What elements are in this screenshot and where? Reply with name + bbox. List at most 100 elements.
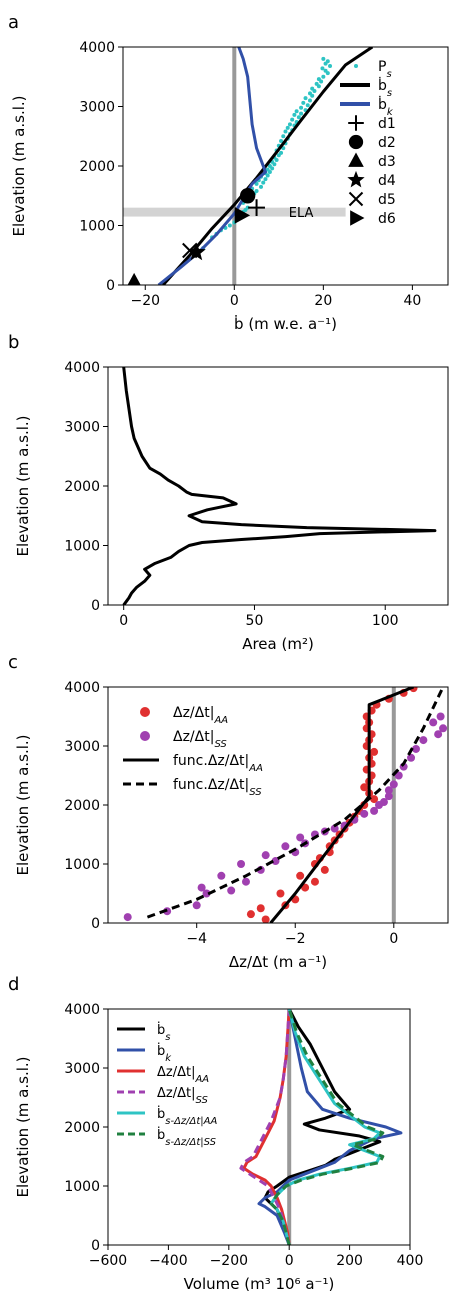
y-tick-label: 4000 xyxy=(64,680,100,696)
x-tick-label: 40 xyxy=(403,293,421,309)
y-tick-label: 2000 xyxy=(79,159,115,175)
axes-frame xyxy=(107,686,449,924)
legend-marker-d2 xyxy=(348,134,364,150)
legend-label: func.Δz/Δt|SS xyxy=(173,777,262,798)
x-tick-label: 100 xyxy=(372,613,399,629)
legend: Δz/Δt|AA Δz/Δt|SS func.Δz/Δt|AA func.Δz/Δt|… xyxy=(123,705,263,798)
series-line-1 xyxy=(157,47,267,285)
x-tick-label: 20 xyxy=(314,293,332,309)
ps-point xyxy=(265,167,270,172)
ps-point xyxy=(296,115,301,120)
y-tick-label: 0 xyxy=(106,278,115,294)
legend-label: ḃk xyxy=(378,96,394,118)
ps-point xyxy=(267,164,272,168)
scatter-point-aa xyxy=(360,783,369,792)
ps-point xyxy=(314,81,319,86)
x-tick-label: 0 xyxy=(119,613,128,629)
legend-label: d6 xyxy=(378,211,396,227)
plot-area xyxy=(239,1009,403,1245)
legend-point-swatch xyxy=(140,731,150,741)
y-tick-label: 3000 xyxy=(64,420,100,436)
scatter-point-ss xyxy=(217,871,226,880)
x-tick-label: −400 xyxy=(149,1253,187,1269)
panel-d: −600 −400 −200 0 200 40001000200030004000Volu… xyxy=(8,974,423,1293)
y-tick-label: 3000 xyxy=(64,739,100,755)
x-tick-label: −600 xyxy=(89,1253,127,1269)
ps-point xyxy=(310,86,315,91)
legend-label: ḃs xyxy=(378,77,392,99)
series-line-2 xyxy=(242,1009,291,1245)
scatter-point-ss xyxy=(330,824,339,833)
marker-d1 xyxy=(248,199,265,217)
legend-label: Δz/Δt|SS xyxy=(157,1086,208,1106)
y-tick-label: 1000 xyxy=(64,539,100,555)
y-axis-label: Elevation (m a.s.l.) xyxy=(14,734,32,875)
scatter-point-aa xyxy=(276,889,285,898)
scatter-point-ss xyxy=(436,712,445,721)
scatter-point-ss xyxy=(419,736,428,745)
legend-marker-d1 xyxy=(348,115,364,131)
legend-label: ḃs-Δz/Δt|AA xyxy=(157,1106,218,1127)
y-tick-label: 2000 xyxy=(64,479,100,495)
legend-label: Ps xyxy=(378,59,392,80)
y-tick-label: 0 xyxy=(91,598,100,614)
scatter-point-aa xyxy=(296,871,305,880)
scatter-point-ss xyxy=(261,851,270,860)
axes-frame xyxy=(107,366,449,606)
x-tick-label: −20 xyxy=(130,293,160,309)
ps-point xyxy=(279,139,284,144)
y-tick-label: 1000 xyxy=(64,1179,100,1195)
scatter-point-aa xyxy=(310,877,319,886)
y-axis-label: Elevation (m a.s.l.) xyxy=(14,1056,32,1197)
ps-point xyxy=(263,177,268,182)
ps-point xyxy=(285,125,290,130)
y-tick-label: 0 xyxy=(91,916,100,932)
scatter-point-ss xyxy=(296,833,305,842)
y-tick-label: 4000 xyxy=(79,40,115,56)
y-tick-label: 4000 xyxy=(64,1002,100,1018)
y-tick-label: 4000 xyxy=(64,360,100,376)
x-tick-label: 50 xyxy=(246,613,264,629)
scatter-point-ss xyxy=(271,857,280,866)
panel-a: ELA −20 0 20 40 0 1000 2000 3000 4000 ḃ (m w.e. a⁻… xyxy=(8,12,449,333)
ps-point xyxy=(287,122,292,127)
scatter-point-ss xyxy=(202,889,211,898)
x-tick-label: 200 xyxy=(336,1253,363,1269)
ps-point xyxy=(227,223,232,228)
ps-point xyxy=(290,117,295,122)
y-axis-label: Elevation (m a.s.l.) xyxy=(14,415,32,556)
scatter-point-ss xyxy=(434,730,443,739)
scatter-point-aa xyxy=(320,865,329,874)
legend-label: d5 xyxy=(378,192,396,208)
plot-area: ELA xyxy=(123,47,374,285)
marker-d3 xyxy=(127,272,141,285)
scatter-point-ss xyxy=(227,886,236,895)
scatter-point-ss xyxy=(197,883,206,892)
series-line-0 xyxy=(269,687,415,923)
scatter-point-ss xyxy=(384,792,393,801)
scatter-point-ss xyxy=(123,913,132,922)
panel-c: −4 −2 0 0 1000 2000 3000 4000 Δz/Δt (m a⁻¹) Eleva… xyxy=(8,652,449,971)
legend-label: ḃs xyxy=(157,1022,170,1043)
scatter-point-ss xyxy=(192,901,201,910)
marker-d5 xyxy=(182,242,198,259)
legend-label: Δz/Δt|AA xyxy=(173,705,228,726)
legend-marker-d5 xyxy=(348,191,364,207)
scatter-point-ss xyxy=(407,753,416,762)
scatter-point-ss xyxy=(389,780,398,789)
x-axis-label: Δz/Δt (m a⁻¹) xyxy=(229,953,327,971)
legend-label: d4 xyxy=(378,173,396,189)
legend-label: func.Δz/Δt|AA xyxy=(173,753,263,774)
scatter-point-ss xyxy=(384,786,393,795)
ps-point xyxy=(316,77,321,82)
y-tick-label: 1000 xyxy=(79,219,115,235)
legend-marker-d3 xyxy=(348,152,364,167)
legend-label: ḃs-Δz/Δt|SS xyxy=(157,1127,217,1148)
ps-point xyxy=(321,74,326,79)
scatter-point-ss xyxy=(237,860,246,868)
ps-point xyxy=(323,68,328,73)
scatter-point-ss xyxy=(394,771,403,780)
x-axis-label: Volume (m³ 10⁶ a⁻¹) xyxy=(184,1275,335,1293)
